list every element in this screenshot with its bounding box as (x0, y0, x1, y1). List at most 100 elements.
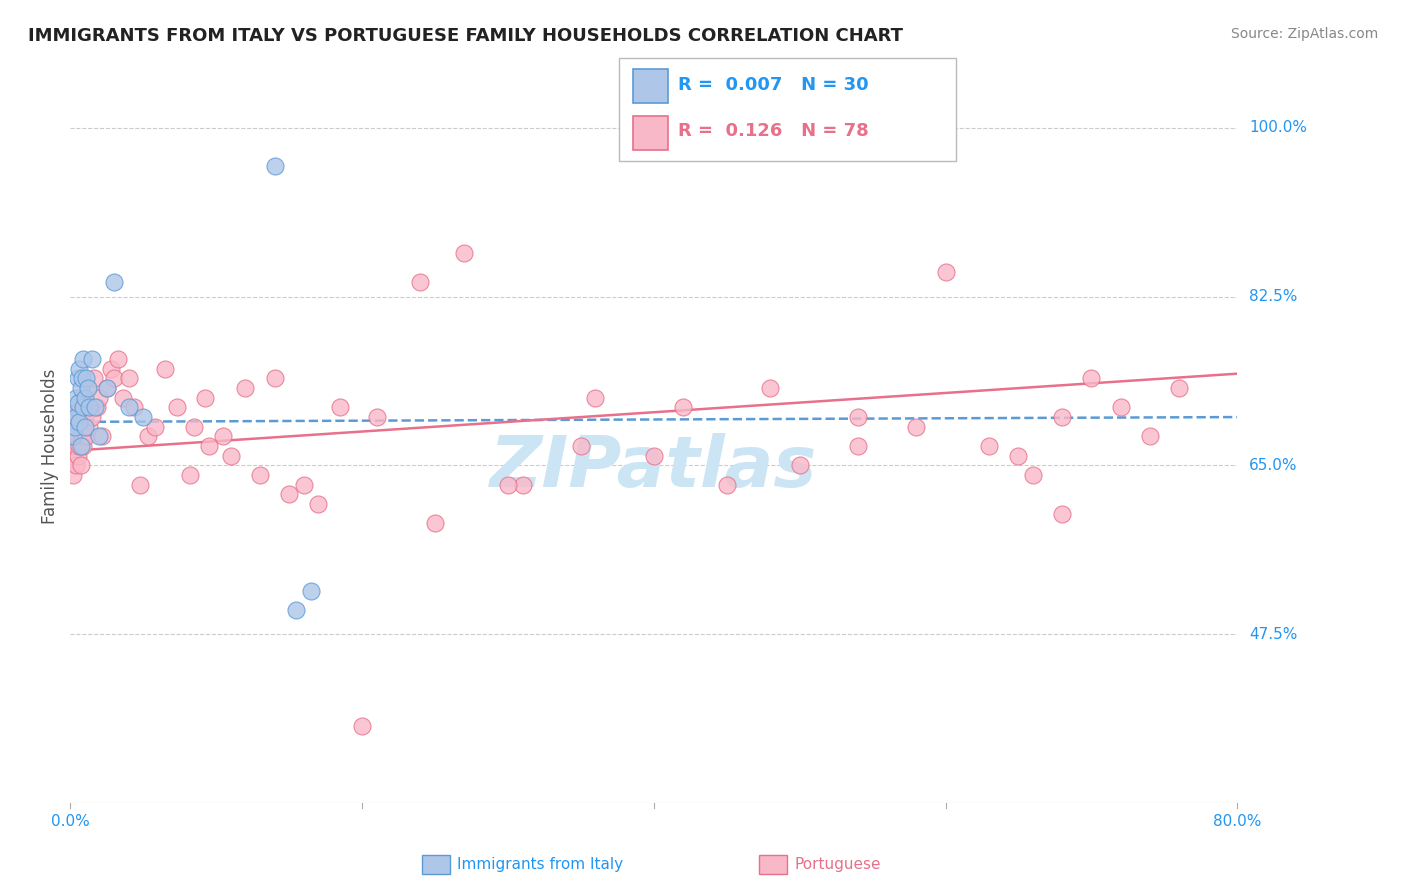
Point (67, 401, 90, 415)
Point (82, 352, 104, 367)
Point (91, 429, 114, 443)
Point (77, 419, 100, 434)
Point (233, 381, 256, 395)
Point (846, 410, 869, 425)
Point (65, 410, 87, 425)
Point (1050, 507, 1074, 521)
Point (166, 401, 188, 415)
Point (66, 410, 89, 425)
Point (72, 401, 94, 415)
Point (63, 401, 86, 415)
Point (672, 401, 695, 415)
Point (366, 410, 388, 425)
Text: 82.5%: 82.5% (1249, 289, 1298, 304)
Point (60, 449, 83, 463)
Text: 47.5%: 47.5% (1249, 626, 1298, 641)
Point (129, 477, 152, 491)
Point (585, 391, 607, 405)
Point (67, 439, 90, 453)
Point (278, 487, 301, 501)
Point (62, 429, 84, 443)
Point (846, 439, 869, 453)
Point (118, 401, 141, 415)
Point (73, 410, 96, 425)
Text: R =  0.007   N = 30: R = 0.007 N = 30 (678, 76, 869, 94)
Point (423, 516, 446, 530)
Point (569, 439, 592, 453)
Point (72, 439, 94, 453)
Point (65, 458, 87, 473)
Point (72, 352, 94, 367)
Point (62, 429, 84, 443)
Point (70, 391, 93, 405)
Point (409, 275, 432, 289)
Point (352, 719, 374, 733)
Point (219, 449, 242, 463)
Point (1022, 467, 1045, 482)
Point (76, 381, 98, 395)
Text: Immigrants from Italy: Immigrants from Italy (457, 857, 623, 871)
Point (69, 439, 91, 453)
Point (83, 371, 105, 385)
Point (70, 429, 93, 443)
Point (96, 381, 118, 395)
Point (1109, 401, 1132, 415)
Point (512, 477, 534, 491)
Point (69, 381, 91, 395)
Point (212, 429, 235, 443)
Point (136, 429, 159, 443)
Point (716, 477, 738, 491)
Point (66, 371, 89, 385)
Point (299, 583, 322, 598)
Point (1007, 449, 1029, 463)
Point (66, 449, 89, 463)
Point (307, 497, 329, 511)
Text: 65.0%: 65.0% (1249, 458, 1298, 473)
Point (82, 410, 104, 425)
Point (153, 362, 176, 376)
Point (103, 371, 125, 385)
Point (285, 603, 308, 617)
Point (143, 419, 166, 434)
Point (60, 415, 83, 429)
Point (80, 401, 103, 415)
Point (292, 477, 315, 491)
Point (67, 362, 90, 376)
Point (249, 467, 271, 482)
Point (453, 246, 475, 260)
Point (69, 458, 91, 473)
Point (100, 362, 122, 376)
Point (77, 401, 100, 415)
Point (979, 439, 1001, 453)
Text: 80.0%: 80.0% (1213, 814, 1261, 829)
Point (111, 391, 134, 405)
Point (905, 419, 928, 434)
Point (1050, 410, 1074, 425)
Text: 0.0%: 0.0% (51, 814, 90, 829)
Point (103, 275, 125, 289)
Point (96, 381, 118, 395)
Point (69, 419, 91, 434)
Point (63, 439, 86, 453)
Point (70, 371, 93, 385)
Point (183, 419, 205, 434)
Point (75, 429, 97, 443)
Point (643, 449, 665, 463)
Point (62, 467, 84, 482)
Point (1139, 429, 1161, 443)
Point (1080, 371, 1102, 385)
Point (76, 381, 98, 395)
Point (84, 401, 107, 415)
Point (89, 391, 111, 405)
Point (759, 381, 782, 395)
Point (63, 419, 86, 434)
Point (66, 395, 89, 409)
Point (1167, 381, 1189, 395)
Point (75, 371, 97, 385)
Point (496, 477, 519, 491)
Point (89, 429, 111, 443)
Point (934, 265, 956, 279)
Point (124, 401, 146, 415)
Point (789, 458, 811, 473)
Point (65, 391, 87, 405)
